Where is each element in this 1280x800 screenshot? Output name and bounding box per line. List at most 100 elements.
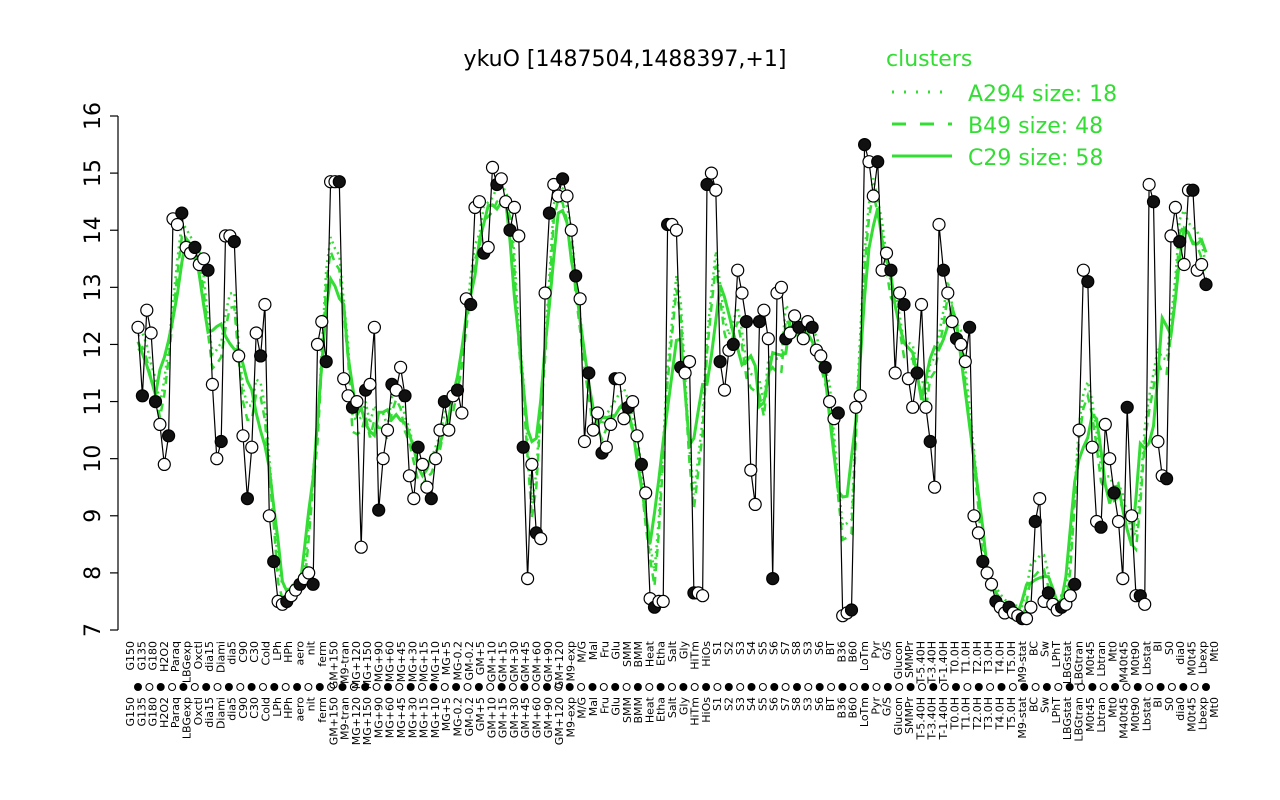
x-rug-marker bbox=[429, 683, 438, 691]
data-point bbox=[1019, 611, 1034, 626]
x-tick-label: M40t45 bbox=[1118, 641, 1131, 683]
x-rug-marker bbox=[599, 683, 608, 691]
x-tick-label: S0 bbox=[1163, 641, 1176, 655]
x-tick-label: S5 bbox=[756, 641, 769, 655]
x-tick-label-lower: Glucon bbox=[892, 697, 905, 735]
x-rug-marker bbox=[747, 683, 756, 691]
data-point bbox=[450, 383, 465, 397]
x-tick-label: aero bbox=[293, 641, 306, 666]
data-point bbox=[941, 286, 955, 300]
x-tick-label: C30 bbox=[248, 641, 261, 663]
data-point bbox=[302, 566, 316, 580]
data-point bbox=[1098, 417, 1112, 431]
data-point bbox=[394, 360, 408, 374]
data-points bbox=[131, 138, 1213, 626]
x-tick-label-lower: BMM bbox=[632, 697, 645, 724]
data-point bbox=[971, 526, 986, 540]
data-point bbox=[555, 172, 570, 186]
data-point bbox=[415, 457, 430, 471]
data-point bbox=[350, 395, 364, 409]
x-tick-label: BT bbox=[824, 641, 837, 656]
x-tick-label-lower: M/G bbox=[576, 697, 589, 719]
x-tick-label: GM+5 bbox=[474, 641, 487, 675]
data-point bbox=[577, 434, 592, 449]
x-rug-marker bbox=[474, 683, 483, 691]
data-point bbox=[923, 434, 937, 449]
legend-label-c29: C29 size: 58 bbox=[968, 146, 1103, 171]
data-point bbox=[402, 469, 416, 483]
x-rug-marker bbox=[349, 683, 358, 691]
x-rug-marker bbox=[281, 683, 290, 691]
data-point bbox=[774, 280, 789, 294]
x-tick-label-lower: H2O2 bbox=[158, 697, 171, 728]
x-tick-label-lower: MG+60 bbox=[384, 697, 397, 738]
data-point bbox=[170, 217, 184, 232]
chart-title: ykuO [1487504,1488397,+1] bbox=[464, 47, 787, 72]
data-point bbox=[1120, 400, 1134, 414]
x-rug-marker bbox=[554, 683, 563, 691]
x-tick-label: GM+150 bbox=[327, 641, 340, 689]
x-tick-label: SMMPr bbox=[903, 641, 916, 678]
x-tick-label: Cold bbox=[260, 641, 273, 665]
x-tick-label-lower: M9-stat bbox=[1016, 696, 1029, 738]
x-rug-marker bbox=[883, 683, 892, 691]
x-tick-label: T4.0H bbox=[993, 641, 1006, 674]
x-tick-label: LPh bbox=[271, 641, 284, 661]
x-rug-marker bbox=[418, 683, 426, 691]
x-tick-label-lower: Oxctl bbox=[192, 697, 205, 725]
x-rug-marker bbox=[952, 683, 960, 691]
x-tick-label-lower: S0 bbox=[1163, 697, 1176, 711]
x-tick-label: S1 bbox=[711, 641, 724, 655]
x-tick-label-lower: S8 bbox=[790, 697, 803, 711]
x-tick-label: MG+120 bbox=[350, 641, 363, 689]
data-point bbox=[936, 263, 951, 277]
x-tick-label: BI bbox=[1152, 641, 1165, 652]
x-rug-marker bbox=[963, 683, 972, 691]
data-point bbox=[822, 395, 837, 409]
x-tick-label-lower: ferm bbox=[316, 697, 329, 723]
data-point bbox=[332, 175, 346, 189]
x-tick-label: Sw bbox=[1039, 641, 1052, 657]
data-point bbox=[888, 366, 902, 380]
data-point bbox=[604, 417, 618, 431]
x-tick-label: M9-stat bbox=[1016, 640, 1029, 682]
data-point bbox=[980, 566, 994, 580]
data-point bbox=[525, 457, 539, 471]
x-tick-label-lower: S7 bbox=[779, 697, 792, 711]
data-point bbox=[1199, 277, 1213, 292]
x-tick-label: C90 bbox=[237, 641, 250, 663]
x-tick-label: GM+10 bbox=[485, 641, 498, 682]
x-rug-marker bbox=[497, 683, 506, 691]
data-point bbox=[1177, 257, 1191, 272]
x-tick-label-lower: M40t45 bbox=[1118, 697, 1131, 739]
data-point bbox=[871, 155, 885, 169]
x-tick-label: M0t45 bbox=[1185, 641, 1198, 676]
x-rug-marker bbox=[622, 683, 631, 691]
x-tick-label: G/S bbox=[881, 641, 894, 660]
x-tick-label-lower: MG+5 bbox=[440, 697, 453, 731]
data-point bbox=[910, 366, 924, 380]
x-rug-marker bbox=[406, 683, 415, 691]
data-point bbox=[625, 395, 640, 409]
x-rug-marker bbox=[838, 683, 847, 691]
data-point bbox=[1072, 423, 1086, 437]
data-point bbox=[267, 554, 281, 569]
x-rug-marker bbox=[372, 683, 381, 691]
data-point bbox=[1094, 520, 1108, 534]
data-point bbox=[1151, 434, 1165, 449]
data-point bbox=[210, 452, 224, 466]
data-point bbox=[424, 492, 438, 506]
x-tick-label: Mal bbox=[587, 641, 600, 660]
x-tick-label-lower: MG+120 bbox=[350, 697, 363, 745]
data-point bbox=[748, 497, 762, 511]
data-point bbox=[717, 383, 732, 397]
data-point bbox=[805, 320, 819, 334]
x-rug-marker bbox=[1031, 683, 1040, 691]
cluster-line-b49 bbox=[137, 192, 1208, 622]
x-rug-marker bbox=[1077, 683, 1085, 691]
y-tick-label: 8 bbox=[81, 566, 106, 580]
data-point bbox=[1142, 177, 1156, 192]
x-tick-label-lower: MG+45 bbox=[395, 697, 408, 738]
x-tick-label-lower: dia15 bbox=[203, 697, 216, 728]
x-tick-label: Mt0 bbox=[1208, 641, 1221, 662]
